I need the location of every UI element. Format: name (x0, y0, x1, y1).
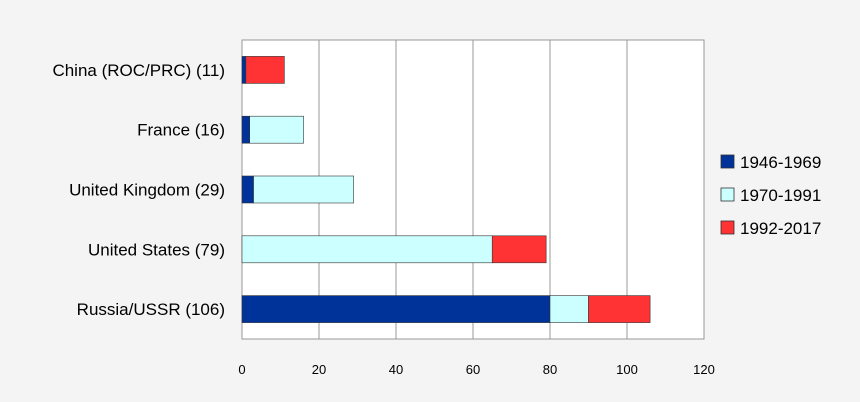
bar-segment (253, 175, 354, 204)
category-label: United States (79) (88, 240, 225, 259)
bar-segment (491, 235, 547, 264)
legend-label: 1970-1991 (740, 186, 821, 205)
x-tick-label: 20 (312, 362, 326, 377)
gridlines (318, 40, 628, 339)
category-labels: China (ROC/PRC) (11) France (16) United Ki… (52, 61, 225, 319)
x-tick-label: 60 (466, 362, 480, 377)
legend-swatch (720, 187, 735, 202)
x-tick-label: 120 (693, 362, 715, 377)
legend: 1946-1969 1970-1991 1992-2017 (720, 153, 821, 238)
x-tick-label: 80 (543, 362, 557, 377)
x-tick-label: 100 (616, 362, 638, 377)
bar-segment (241, 235, 493, 264)
category-label: China (ROC/PRC) (11) (52, 61, 225, 80)
bar-segment (588, 295, 651, 323)
legend-label: 1946-1969 (740, 153, 821, 172)
bars (241, 56, 651, 323)
bar-segment (249, 115, 304, 144)
bar-segment (245, 56, 285, 84)
x-tick-label: 0 (238, 362, 245, 377)
bar-segment (241, 175, 254, 204)
category-label: France (16) (137, 121, 225, 140)
bar-segment (241, 295, 551, 323)
bar-segment (241, 115, 250, 144)
category-label: United Kingdom (29) (69, 181, 225, 200)
legend-label: 1992-2017 (740, 219, 821, 238)
legend-swatch (720, 220, 735, 235)
bar-segment (549, 295, 589, 323)
x-axis-ticks: 0 20 40 60 80 100 120 (238, 362, 714, 377)
bar-segment (241, 56, 247, 84)
x-tick-label: 40 (389, 362, 403, 377)
legend-swatch (720, 154, 735, 169)
category-label: Russia/USSR (106) (77, 300, 225, 319)
